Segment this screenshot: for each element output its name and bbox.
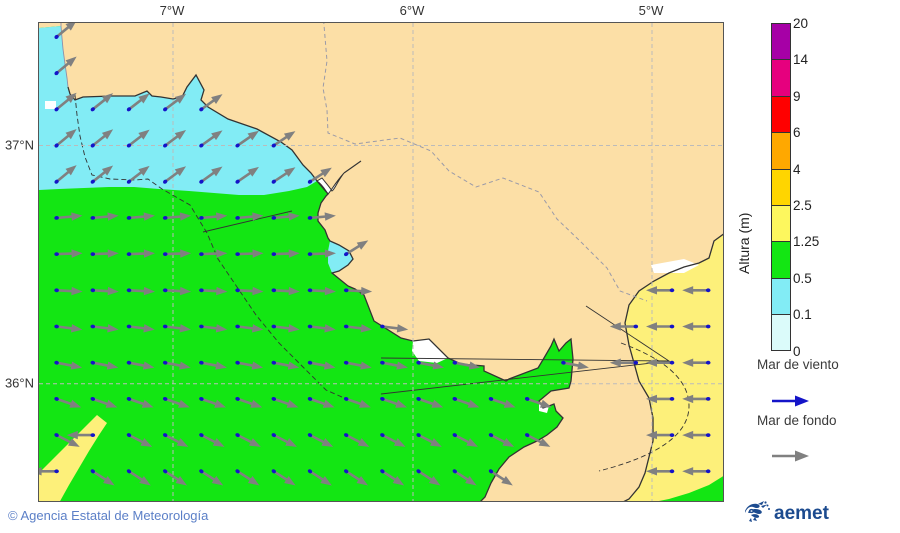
svg-text:aemet: aemet: [774, 503, 830, 524]
